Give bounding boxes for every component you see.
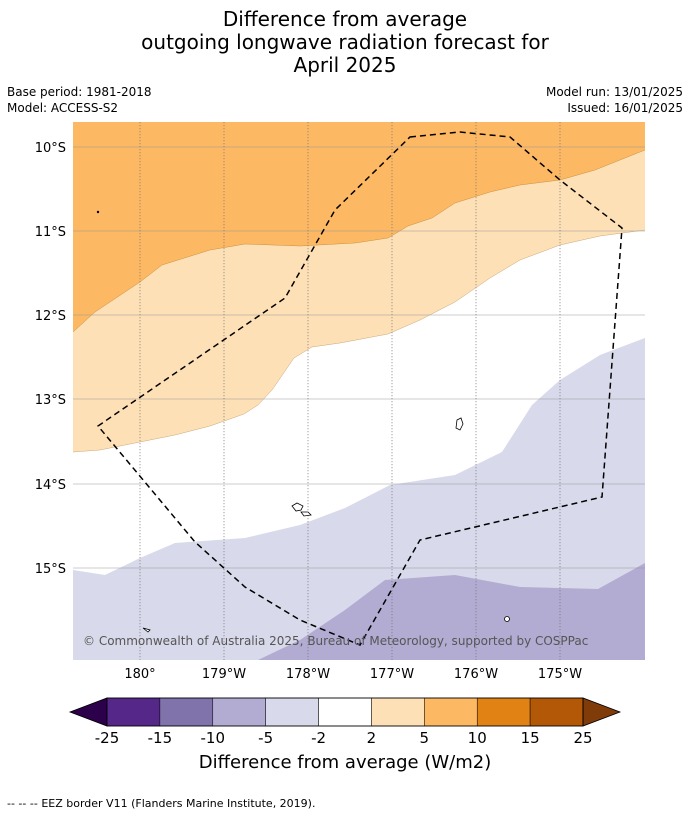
colorbar-segment	[371, 697, 425, 727]
colorbar-segment	[476, 697, 531, 727]
contour-line-2	[73, 229, 645, 453]
colorbar-segments	[106, 697, 584, 727]
lat-label: 12°S	[35, 309, 66, 324]
colorbar-segment	[424, 697, 478, 727]
region-negative-5-10	[258, 563, 645, 660]
colorbar-tick-label: -5	[258, 729, 273, 747]
eez-legend-symbol: -- -- --	[7, 797, 38, 810]
lon-label: 179°W	[202, 667, 246, 682]
issued-date: Issued: 16/01/2025	[567, 101, 683, 115]
model-name: Model: ACCESS-S2	[7, 101, 119, 115]
eez-legend-label: EEZ border V11 (Flanders Marine Institut…	[41, 797, 316, 810]
colorbar: -25 -15 -10 -5 -2 2 5 10 15 25	[68, 697, 622, 747]
longitude-labels: 180° 179°W 178°W 177°W 176°W 175°W	[124, 667, 582, 682]
island-samoa-upolu	[300, 511, 312, 517]
legend-eez: -- -- -- EEZ border V11 (Flanders Marine…	[7, 797, 315, 810]
lon-label: 180°	[124, 667, 155, 682]
colorbar-frame	[106, 697, 584, 727]
colorbar-label: Difference from average (W/m2)	[198, 752, 492, 773]
lon-label: 177°W	[370, 667, 414, 682]
colorbar-tick-label: 15	[521, 729, 540, 747]
region-negative-2-5	[73, 338, 645, 660]
colorbar-ticks: -25 -15 -10 -5 -2 2 5 10 15 25	[95, 729, 593, 747]
map-title: Difference from average outgoing longwav…	[0, 8, 690, 77]
colorbar-segment	[529, 697, 584, 727]
meta-left: Base period: 1981-2018 Model: ACCESS-S2	[7, 84, 152, 116]
colorbar-segment	[212, 697, 266, 727]
lat-label: 15°S	[35, 562, 66, 577]
colorbar-tick-label: 2	[367, 729, 377, 747]
island-small-south	[504, 616, 510, 622]
colorbar-tick-label: 5	[420, 729, 430, 747]
title-line-2: outgoing longwave radiation forecast for	[141, 30, 549, 54]
lon-label: 175°W	[538, 667, 582, 682]
island-dot-north	[96, 210, 100, 214]
lat-label: 14°S	[35, 478, 66, 493]
meta-right: Model run: 13/01/2025 Issued: 16/01/2025	[546, 84, 683, 116]
island-samoa-savaii	[291, 502, 304, 512]
lat-label: 13°S	[35, 393, 66, 408]
title-line-1: Difference from average	[222, 7, 468, 31]
colorbar-tick-label: 25	[573, 729, 592, 747]
island-small-west	[142, 627, 151, 633]
colorbar-segment	[106, 697, 161, 727]
lon-label: 176°W	[454, 667, 498, 682]
contour-line-5	[73, 149, 645, 333]
island-outlines	[96, 210, 510, 633]
colorbar-tick-label: -2	[311, 729, 326, 747]
island-wallis	[455, 417, 464, 431]
colorbar-tick-label: -15	[148, 729, 173, 747]
title-line-3: April 2025	[293, 53, 397, 77]
region-positive-5-10	[73, 122, 645, 332]
copyright-notice: © Commonwealth of Australia 2025, Bureau…	[83, 634, 588, 648]
colorbar-tick-label: 10	[468, 729, 487, 747]
lon-label: 178°W	[286, 667, 330, 682]
eez-border	[96, 131, 623, 646]
model-run: Model run: 13/01/2025	[545, 85, 683, 99]
lat-label: 10°S	[35, 141, 66, 156]
colorbar-segment	[265, 697, 319, 727]
map-area: © Commonwealth of Australia 2025, Bureau…	[73, 122, 645, 660]
lat-label: 11°S	[35, 225, 66, 240]
map-figure: © Commonwealth of Australia 2025, Bureau…	[35, 122, 645, 682]
colorbar-segment	[159, 697, 214, 727]
colorbar-over-arrow	[582, 697, 622, 727]
latitude-gridlines	[73, 146, 645, 569]
colorbar-tick-label: -10	[201, 729, 226, 747]
base-period: Base period: 1981-2018	[7, 85, 152, 99]
colorbar-tick-label: -25	[95, 729, 120, 747]
colorbar-under-arrow	[68, 697, 108, 727]
colorbar-segment	[318, 697, 372, 727]
latitude-labels: 10°S 11°S 12°S 13°S 14°S 15°S	[35, 141, 66, 577]
